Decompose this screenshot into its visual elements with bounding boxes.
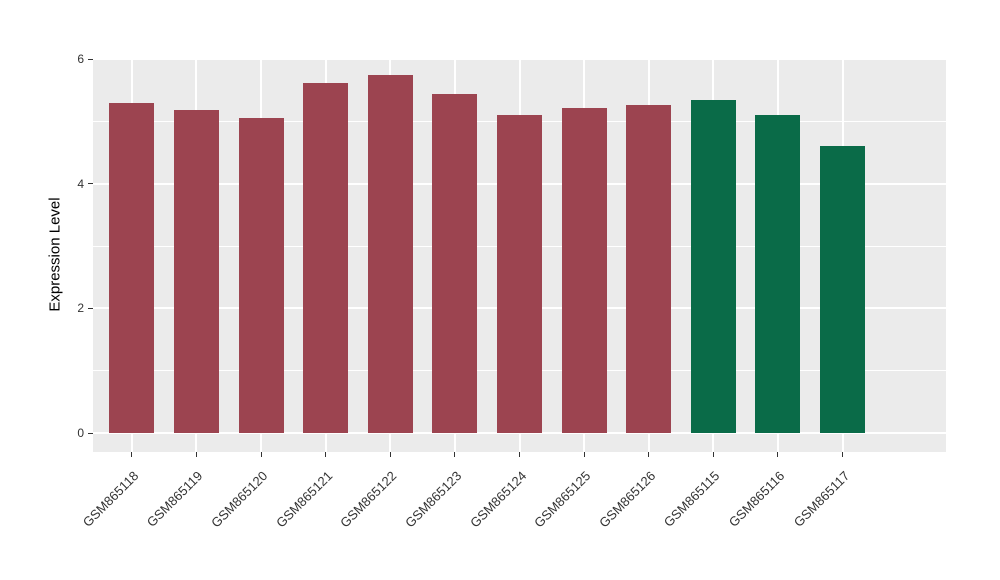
y-tick-label: 6	[77, 52, 84, 67]
x-tick-label: GSM865118	[79, 468, 142, 530]
x-tick-label: GSM865125	[531, 468, 594, 531]
bar	[626, 105, 672, 433]
bar	[432, 93, 478, 433]
x-tick-label: GSM865122	[337, 468, 400, 531]
y-tick-label: 4	[77, 176, 84, 191]
plot-panel	[93, 58, 946, 452]
bar	[173, 110, 219, 433]
x-axis-tick	[648, 452, 650, 457]
x-axis-tick	[131, 452, 133, 457]
y-axis-title: Expression Level	[46, 197, 64, 312]
x-axis-tick	[195, 452, 197, 457]
x-axis-tick	[454, 452, 456, 457]
bar	[755, 115, 801, 433]
x-tick-label: GSM865120	[208, 468, 271, 531]
y-tick-label: 2	[77, 301, 84, 316]
x-axis-tick	[583, 452, 585, 457]
x-axis-tick	[389, 452, 391, 457]
bar	[238, 118, 284, 433]
x-axis-tick	[712, 452, 714, 457]
bar	[367, 75, 413, 433]
x-tick-label: GSM865126	[595, 468, 659, 531]
x-axis-tick	[777, 452, 779, 457]
y-axis-tick	[88, 432, 93, 434]
x-axis-tick	[842, 452, 844, 457]
bar	[561, 108, 607, 433]
x-axis-tick	[519, 452, 520, 457]
bar	[109, 102, 155, 433]
y-axis-tick	[88, 183, 93, 185]
x-tick-label: GSM865121	[272, 468, 335, 531]
y-tick-label: 0	[77, 426, 84, 440]
x-axis-tick	[325, 452, 327, 457]
bar	[820, 146, 866, 433]
y-axis-tick	[88, 58, 93, 60]
x-tick-label: GSM865123	[401, 468, 465, 531]
bar	[303, 82, 349, 433]
bar	[497, 114, 542, 433]
x-tick-label: GSM865116	[725, 468, 788, 530]
bar	[690, 99, 736, 433]
y-axis-tick	[88, 307, 93, 309]
x-tick-label: GSM865115	[661, 468, 723, 530]
x-tick-label: GSM865124	[466, 468, 529, 531]
x-axis-tick	[260, 452, 262, 457]
x-tick-label: GSM865117	[790, 468, 852, 530]
x-tick-label: GSM865119	[144, 468, 206, 530]
